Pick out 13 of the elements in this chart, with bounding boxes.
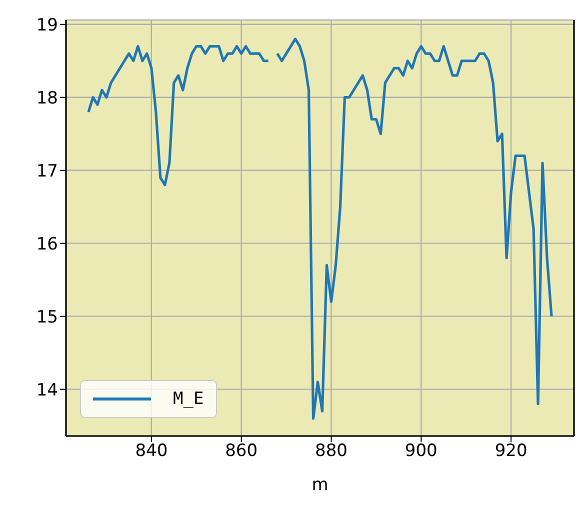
y-tick-label: 15 xyxy=(36,307,58,328)
x-tick-label: 880 xyxy=(315,441,348,462)
x-axis-title: m xyxy=(312,475,328,495)
legend-label: M_E xyxy=(173,389,204,409)
y-tick-label: 17 xyxy=(36,161,58,182)
y-tick-label: 14 xyxy=(36,380,58,400)
x-tick-label: 920 xyxy=(494,441,528,462)
x-tick-label: 900 xyxy=(404,441,438,462)
x-tick-label: 840 xyxy=(135,441,168,462)
y-tick-label: 18 xyxy=(36,88,58,108)
y-tick-label: 16 xyxy=(36,234,58,254)
x-tick-label: 860 xyxy=(225,441,258,462)
y-tick-label: 19 xyxy=(36,15,58,36)
